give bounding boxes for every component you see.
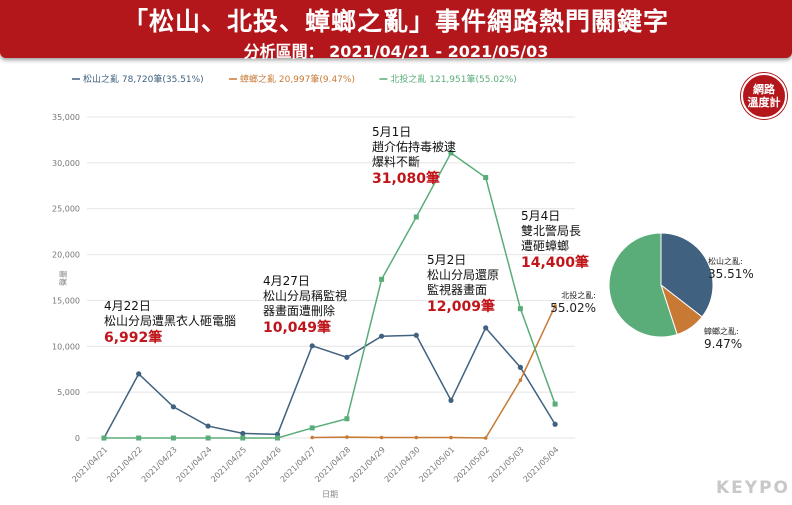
y-tick-label: 0 — [75, 434, 80, 443]
data-point — [170, 435, 176, 441]
y-axis-title: 聲量 — [59, 270, 68, 286]
legend-item: 北投之亂 121,951筆(55.02%) — [390, 73, 516, 85]
legend-item: 蟑螂之亂 20,997筆(9.47%) — [240, 73, 355, 85]
series-line — [104, 151, 556, 439]
data-point — [379, 435, 384, 440]
y-tick-label: 25,000 — [52, 205, 80, 214]
annotation-text: 器畫面遭刪除 — [263, 303, 335, 318]
annotation-value: 6,992筆 — [104, 329, 162, 346]
x-tick-label: 2021/05/02 — [452, 445, 491, 484]
data-point — [517, 364, 524, 370]
data-point — [552, 401, 558, 407]
data-point — [517, 306, 523, 312]
data-point — [170, 404, 176, 410]
pie-slice — [608, 232, 678, 338]
annotation-text: 雙北警局長 — [521, 223, 581, 238]
series-line — [312, 305, 556, 439]
y-tick-label: 5,000 — [57, 388, 80, 397]
data-point — [483, 325, 489, 331]
thermometer-logo: 網路 溫度計 — [741, 73, 787, 119]
data-point — [344, 354, 350, 360]
data-point — [309, 343, 315, 349]
data-point — [275, 435, 280, 441]
x-tick-label: 2021/04/23 — [140, 445, 179, 484]
y-tick-label: 10,000 — [52, 342, 80, 351]
data-point — [205, 435, 211, 441]
title-banner: 「松山、北投、蟑螂之亂」事件網路熱門關鍵字 分析區間： 2021/04/21 -… — [0, 0, 792, 61]
y-tick-label: 20,000 — [52, 251, 80, 260]
x-tick-label: 2021/05/01 — [417, 445, 456, 484]
data-point — [518, 378, 523, 383]
page-subtitle: 分析區間： 2021/04/21 - 2021/05/03 — [243, 42, 549, 61]
annotation-text: 松山分局還原 — [427, 268, 499, 282]
data-point — [344, 416, 350, 422]
data-point — [552, 421, 558, 427]
data-point — [136, 371, 142, 377]
x-axis-title: 日期 — [322, 490, 338, 499]
data-point — [379, 333, 385, 339]
annotation-text: 5月2日 — [427, 253, 466, 267]
annotation-text: 爆料不斷 — [372, 155, 420, 169]
data-point — [413, 332, 419, 338]
x-tick-label: 2021/05/04 — [522, 445, 561, 484]
x-tick-label: 2021/04/21 — [70, 445, 109, 484]
keypo-brand: KEYPO — [716, 478, 791, 498]
x-tick-label: 2021/04/30 — [383, 445, 422, 484]
pie-label: 松山之亂: — [708, 256, 743, 266]
pie-value: 9.47% — [704, 337, 742, 351]
x-tick-label: 2021/04/28 — [313, 445, 352, 484]
x-tick-label: 2021/04/24 — [175, 445, 214, 484]
annotation-text: 4月27日 — [263, 274, 310, 288]
x-tick-label: 2021/04/26 — [244, 445, 283, 484]
data-point — [101, 435, 107, 441]
data-point — [240, 430, 246, 437]
pie-slice — [660, 232, 714, 318]
x-tick-label: 2021/04/22 — [105, 445, 144, 484]
annotation-text: 監視器畫面 — [427, 282, 487, 297]
pie-value: 55.02% — [550, 301, 596, 315]
pie-value: 35.51% — [708, 267, 754, 281]
data-point — [345, 435, 349, 439]
annotation-text: 趙介佑持毒被逮 — [372, 139, 456, 154]
data-point — [205, 423, 211, 429]
data-point — [448, 397, 454, 403]
annotation-text: 松山分局遭黑衣人砸電腦 — [104, 313, 236, 328]
x-tick-label: 2021/04/25 — [209, 445, 248, 484]
legend-item: 松山之亂 78,720筆(35.51%) — [83, 73, 204, 85]
annotation-text: 松山分局稱監視 — [263, 288, 347, 303]
data-point — [483, 436, 488, 440]
y-tick-label: 35,000 — [52, 113, 80, 122]
annotation-value: 10,049筆 — [263, 319, 331, 336]
y-tick-label: 30,000 — [52, 159, 80, 168]
x-tick-label: 2021/05/03 — [487, 445, 526, 484]
annotation-value: 14,400筆 — [521, 254, 589, 271]
data-point — [136, 435, 142, 441]
annotation-text: 5月4日 — [521, 209, 560, 223]
pie-label: 蟑螂之亂: — [704, 326, 739, 336]
pie-label: 北投之亂: — [561, 290, 596, 300]
annotation-text: 5月1日 — [372, 125, 411, 139]
annotation-value: 12,009筆 — [427, 298, 495, 315]
data-point — [379, 276, 385, 282]
data-point — [553, 304, 557, 308]
y-tick-label: 15,000 — [52, 296, 80, 305]
data-point — [310, 435, 315, 440]
data-point — [483, 175, 489, 181]
data-point — [240, 435, 246, 441]
x-tick-label: 2021/04/27 — [279, 445, 318, 484]
data-point — [449, 435, 453, 440]
series-line — [103, 326, 556, 439]
annotation-text: 遭砸蟑螂 — [521, 238, 569, 253]
data-point — [413, 214, 419, 220]
annotation-value: 31,080筆 — [372, 170, 440, 187]
page-title: 「松山、北投、蟑螂之亂」事件網路熱門關鍵字 — [122, 7, 669, 36]
data-point — [309, 425, 315, 431]
data-point — [448, 150, 454, 156]
data-point — [414, 435, 419, 440]
annotation-text: 4月22日 — [104, 299, 151, 313]
x-tick-label: 2021/04/29 — [348, 445, 387, 484]
